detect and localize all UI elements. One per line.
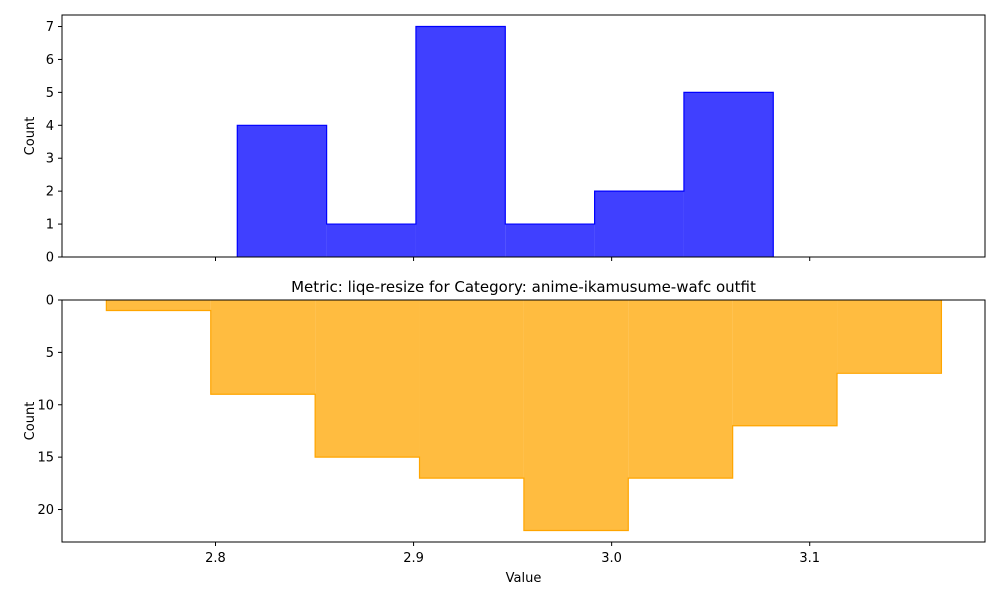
bottom-y-ticks: 0 5 10 15 20: [37, 294, 62, 518]
y-tick-label: 10: [37, 398, 54, 413]
y-tick-label: 0: [46, 294, 54, 309]
top-y-ticks: 0 1 2 3 4 5 6 7: [46, 20, 62, 266]
y-tick-label: 5: [46, 86, 54, 101]
histogram-bar: [683, 92, 774, 258]
x-tick-label: 2.8: [205, 551, 226, 566]
histogram-bar: [419, 300, 524, 479]
histogram-bar: [237, 125, 327, 257]
histogram-bar: [523, 300, 629, 531]
histogram-bar: [315, 300, 420, 458]
bottom-chart-title: Metric: liqe-resize for Category: anime-…: [291, 278, 756, 296]
y-tick-label: 20: [37, 503, 54, 518]
top-histogram-panel: 0 1 2 3 4 5 6 7 Count: [23, 14, 986, 266]
y-tick-label: 6: [46, 53, 54, 68]
histogram-bar: [106, 300, 211, 311]
bottom-histogram-bars: [105, 300, 943, 532]
y-tick-label: 4: [46, 119, 54, 134]
y-tick-label: 15: [37, 451, 54, 466]
top-x-ticks: [215, 257, 811, 261]
y-tick-label: 5: [46, 346, 54, 361]
histogram-bar: [210, 300, 316, 395]
histogram-bar: [628, 300, 733, 479]
histogram-bar: [732, 300, 838, 426]
histogram-bar: [415, 26, 506, 258]
histogram-bar: [326, 224, 416, 257]
histogram-outline: [236, 25, 774, 257]
y-tick-label: 3: [46, 152, 54, 167]
y-tick-label: 0: [46, 251, 54, 266]
top-plot-frame: [61, 14, 986, 258]
histogram-bar: [594, 191, 684, 257]
x-tick-label: 3.1: [799, 551, 820, 566]
top-y-axis-label: Count: [23, 117, 38, 156]
y-tick-label: 1: [46, 218, 54, 233]
x-tick-label: 3.0: [601, 551, 622, 566]
bottom-histogram-panel: Metric: liqe-resize for Category: anime-…: [23, 278, 986, 586]
y-tick-label: 2: [46, 185, 54, 200]
bottom-y-axis-label: Count: [23, 402, 38, 441]
bottom-plot-frame: [61, 299, 986, 543]
histogram-bar: [505, 224, 595, 257]
bottom-x-axis-label: Value: [506, 571, 542, 586]
y-tick-label: 7: [46, 20, 54, 35]
x-tick-label: 2.9: [403, 551, 424, 566]
top-histogram-bars: [236, 25, 774, 258]
histogram-outline: [105, 300, 943, 532]
bottom-x-ticks: 2.8 2.9 3.0 3.1: [205, 542, 820, 566]
histogram-bar: [837, 300, 942, 374]
